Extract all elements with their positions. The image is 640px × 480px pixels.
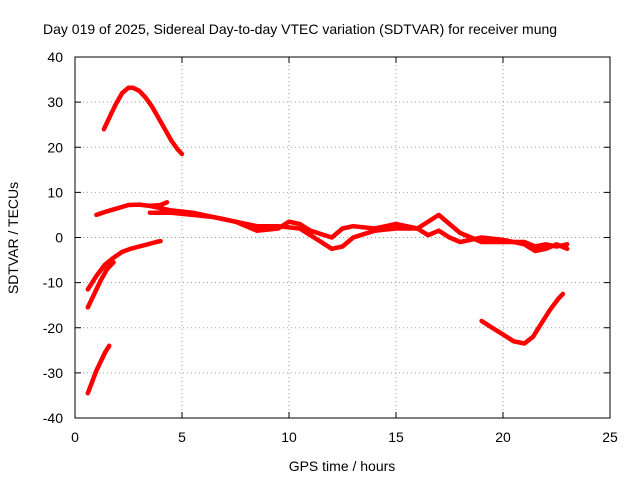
x-tick-label: 10 — [281, 429, 297, 445]
series-line-arc-mid-1 — [85, 238, 163, 292]
chart-title: Day 019 of 2025, Sidereal Day-to-day VTE… — [43, 21, 557, 37]
y-tick-label: 30 — [47, 94, 63, 110]
y-tick-label: -40 — [43, 410, 63, 426]
y-tick-label: -30 — [43, 365, 63, 381]
grid — [75, 57, 610, 418]
y-tick-label: 10 — [47, 184, 63, 200]
x-tick-label: 25 — [602, 429, 618, 445]
x-tick-label: 15 — [388, 429, 404, 445]
x-tick-label: 20 — [495, 429, 511, 445]
series-line-arc-mid-2 — [94, 200, 170, 218]
series-line-arc-peak — [101, 85, 185, 157]
x-axis-title: GPS time / hours — [289, 458, 396, 474]
y-tick-label: -10 — [43, 275, 63, 291]
y-axis-title: SDTVAR / TECUs — [5, 182, 21, 294]
series-line-arc-low-1 — [85, 343, 112, 396]
x-tick-label: 0 — [71, 429, 79, 445]
x-tick-label: 5 — [178, 429, 186, 445]
y-tick-label: 0 — [55, 230, 63, 246]
y-tick-label: -20 — [43, 320, 63, 336]
series-line-arc-low-2 — [85, 260, 116, 310]
y-tick-label: 20 — [47, 139, 63, 155]
axis-ticks: 0 5 10 15 20 25 -40 -30 -20 -10 0 10 20 30 40 — [43, 49, 618, 445]
series-line-band-lower — [147, 203, 570, 254]
series-line-arc-late — [479, 291, 566, 346]
y-tick-label: 40 — [47, 49, 63, 65]
series-group — [85, 85, 570, 396]
